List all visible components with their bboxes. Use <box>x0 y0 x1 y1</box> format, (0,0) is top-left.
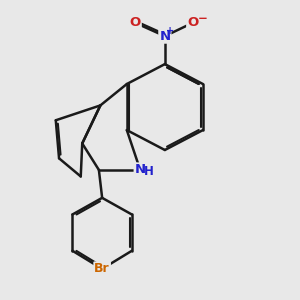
Text: +: + <box>166 26 174 36</box>
Text: N: N <box>159 30 170 43</box>
Text: O: O <box>130 16 141 29</box>
Text: O: O <box>187 16 198 29</box>
Text: N: N <box>135 164 146 176</box>
Text: Br: Br <box>94 262 110 275</box>
Text: H: H <box>144 165 154 178</box>
Text: −: − <box>197 12 207 25</box>
